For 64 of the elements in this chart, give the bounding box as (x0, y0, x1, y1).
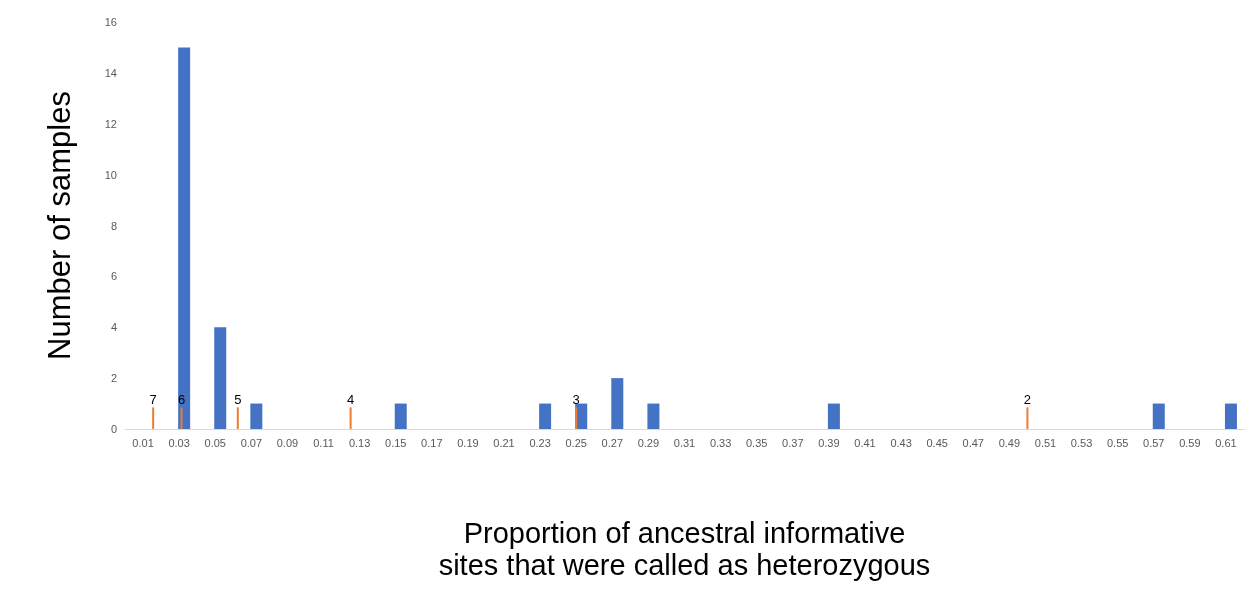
x-tick-label: 0.31 (673, 436, 696, 449)
annotation: 2 (1023, 392, 1032, 408)
bar (1224, 403, 1237, 429)
x-tick-label: 0.43 (890, 436, 912, 449)
bar (214, 327, 227, 429)
y-tick-label: 16 (104, 16, 117, 28)
annotation: 5 (234, 392, 242, 408)
bar (250, 403, 263, 429)
y-tick-label: 10 (104, 168, 117, 181)
x-tick-label: 0.61 (1215, 436, 1237, 449)
y-tick-label: 4 (110, 321, 117, 334)
bar (1152, 403, 1165, 429)
x-tick-label: 0.15 (385, 436, 407, 449)
x-tick-label: 0.45 (926, 436, 948, 449)
x-tick-label: 0.09 (276, 436, 299, 449)
x-tick-label: 0.49 (998, 436, 1021, 449)
x-tick-label: 0.41 (854, 436, 876, 449)
x-tick-label: 0.57 (1143, 436, 1165, 449)
x-tick-label: 0.05 (204, 436, 226, 449)
bar (827, 403, 840, 429)
annotation: 6 (177, 392, 186, 408)
bar (647, 403, 660, 429)
x-tick-label: 0.35 (745, 436, 768, 449)
x-tick-label: 0.03 (168, 436, 190, 449)
x-tick-label: 0.39 (818, 436, 840, 449)
y-axis-title: Number of samples (42, 91, 77, 360)
x-tick-label: 0.55 (1106, 436, 1129, 449)
bar (180, 407, 183, 429)
x-axis-title: Proportion of ancestral informative sites that were called as heterozygous (438, 517, 931, 581)
x-tick-label: 0.11 (313, 436, 334, 449)
y-tick-label: 12 (104, 117, 117, 130)
bar (152, 407, 155, 429)
x-tick-label: 0.47 (962, 436, 984, 449)
y-tick-label: 14 (104, 66, 117, 79)
x-tick-label: 0.29 (637, 436, 660, 449)
y-tick-label: 2 (110, 372, 117, 385)
bar (178, 47, 191, 429)
x-tick-label: 0.17 (421, 436, 443, 449)
bar (1026, 407, 1029, 429)
bar (539, 403, 552, 429)
x-tick-label: 0.25 (565, 436, 587, 449)
bar (575, 407, 578, 429)
x-tick-label: 0.23 (529, 436, 551, 449)
y-tick-label: 8 (110, 219, 117, 232)
x-tick-label: 0.53 (1070, 436, 1093, 449)
bar (236, 407, 239, 429)
bar (611, 378, 624, 429)
annotation: 3 (572, 392, 580, 408)
x-tick-label: 0.27 (601, 436, 624, 449)
annotation: 7 (149, 392, 157, 408)
x-tick-label: 0.07 (240, 436, 263, 449)
x-tick-label: 0.37 (782, 436, 804, 449)
x-tick-label: 0.59 (1179, 436, 1201, 449)
annotation: 4 (346, 392, 355, 408)
y-tick-label: 0 (110, 423, 117, 435)
x-tick-label: 0.33 (709, 436, 732, 449)
bar (349, 407, 352, 429)
y-tick-label: 6 (110, 270, 117, 283)
bar (394, 403, 407, 429)
x-tick-label: 0.13 (348, 436, 371, 449)
x-tick-label: 0.51 (1034, 436, 1057, 449)
x-tick-label: 0.01 (132, 436, 154, 449)
x-tick-label: 0.21 (493, 436, 515, 449)
x-tick-label: 0.19 (457, 436, 479, 449)
